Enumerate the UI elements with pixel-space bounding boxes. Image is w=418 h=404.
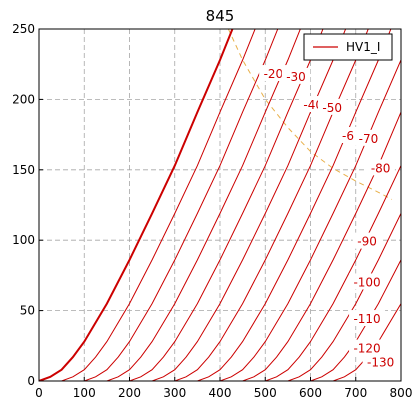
dissipation-limit-line: [227, 29, 393, 200]
y-tick-label: 50: [20, 304, 35, 318]
limit-line-path: [227, 29, 393, 200]
curve-label: -100: [353, 275, 380, 289]
x-tick-label: 700: [344, 386, 367, 400]
x-tick-label: 500: [254, 386, 277, 400]
curve-label-bg: [362, 353, 399, 370]
curve-group: [39, 29, 401, 381]
x-tick-label: 300: [163, 386, 186, 400]
curve-label-bg: [354, 129, 383, 146]
curve-label-bg: [281, 67, 311, 84]
curve-bias-neg50: [39, 29, 347, 381]
x-tick-label: 200: [118, 386, 141, 400]
curve-label-bg: [349, 310, 386, 327]
legend-entry-label: HV1_I: [346, 40, 380, 54]
curve-bias-neg110: [39, 212, 401, 381]
curve-label: -20: [264, 67, 284, 81]
curve-label: -80: [371, 161, 391, 175]
axis-ticks: 0 100 200 300 400 500 600 700 800 0 50 100 150 200 250: [12, 22, 412, 400]
curve-zero-bias: [39, 29, 234, 381]
x-tick-label: 400: [209, 386, 232, 400]
curve-label-bg: [352, 232, 382, 249]
legend: HV1_I: [303, 33, 393, 61]
curve-label: -110: [353, 312, 380, 326]
x-tick-label: 800: [390, 386, 413, 400]
x-tick-label: 0: [35, 386, 43, 400]
curve-label-bg: [259, 65, 288, 82]
curve-bias-neg70: [39, 29, 392, 381]
curve-label-bg: [349, 273, 386, 290]
curve-bias-neg80: [39, 58, 401, 381]
curve-label-bg: [317, 98, 347, 115]
x-tick-label: 100: [73, 386, 96, 400]
curve-bias-neg120: [39, 258, 401, 381]
curve-label: -130: [367, 356, 394, 370]
curve-bias-neg90: [39, 110, 401, 381]
y-tick-label: 100: [12, 233, 35, 247]
curve-bias-neg20: [39, 29, 279, 381]
curve-bias-neg10: [39, 29, 256, 381]
y-tick-label: 200: [12, 92, 35, 106]
curve-bias-neg40: [39, 29, 324, 381]
curve-label: -120: [353, 342, 380, 356]
chart-title: 845: [206, 7, 235, 25]
x-tick-label: 600: [299, 386, 322, 400]
curve-label: -90: [357, 235, 377, 249]
curve-label-bg: [349, 339, 386, 356]
y-tick-label: 250: [12, 22, 35, 36]
curve-label: -70: [359, 132, 379, 146]
curve-bias-neg130: [39, 302, 401, 381]
y-tick-label: 150: [12, 163, 35, 177]
curve-label-group: -20 -30-40 -50-6(-70-80-90-100-110-120-130: [259, 65, 399, 370]
y-tick-label: 0: [27, 374, 35, 388]
curve-bias-neg100: [39, 164, 401, 381]
curve-bias-neg30: [39, 29, 301, 381]
curve-label-bg: [366, 159, 395, 176]
grid-lines: [39, 29, 401, 381]
curve-label: -50: [322, 101, 342, 115]
curve-label: -30: [286, 70, 306, 84]
